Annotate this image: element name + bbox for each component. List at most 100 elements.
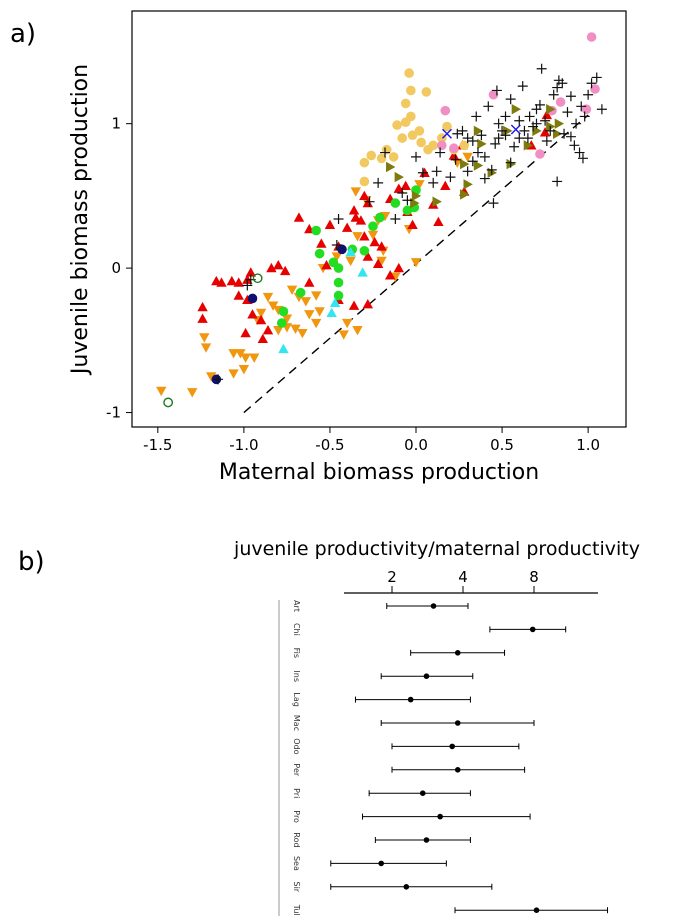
x-tick-label: 0.5 (490, 436, 514, 454)
scatter-point-triangle-up (257, 333, 269, 344)
scatter-point-plus (242, 280, 253, 291)
scatter-point-triangle-up (350, 212, 361, 222)
scatter-point-plus (519, 125, 530, 136)
scatter-point-triangle-down (187, 388, 198, 398)
scatter-point-plus (488, 198, 499, 209)
scatter-point-plus (462, 133, 473, 144)
scatter-point-triangle-right (394, 171, 404, 183)
scatter-point-triangle-down (300, 297, 312, 307)
scatter-point-circle (586, 32, 597, 42)
scatter-point-plus (514, 115, 525, 126)
scatter-point-triangle-up (233, 277, 244, 287)
scatter-point-triangle-down (273, 326, 284, 336)
scatter-point-plus (524, 111, 535, 122)
scatter-point-triangle-up (304, 277, 315, 287)
scatter-point-triangle-up (240, 327, 251, 338)
scatter-point-circle (555, 97, 566, 107)
scatter-point-triangle-down (341, 318, 353, 329)
scatter-point-plus (505, 157, 516, 168)
scatter-point-plus (435, 147, 446, 158)
forest-estimate-point (378, 860, 385, 867)
x-tick-label: 1.0 (576, 436, 600, 454)
scatter-point-triangle-up (197, 313, 208, 323)
scatter-point-circle (414, 126, 425, 136)
scatter-point-open-circle (252, 273, 263, 284)
scatter-point-plus (467, 156, 478, 167)
scatter-point-x (441, 128, 452, 139)
scatter-point-plus (534, 99, 545, 110)
scatter-point-plus (509, 141, 520, 152)
scatter-point-triangle-up (226, 275, 238, 286)
scatter-point-circle (247, 293, 258, 304)
forest-estimate-point (423, 673, 430, 679)
scatter-point-triangle-down (199, 333, 210, 343)
scatter-point-triangle-up (440, 180, 451, 190)
scatter-point-plus (500, 111, 511, 122)
scatter-point-triangle-up (362, 299, 374, 309)
scatter-point-plus (552, 82, 563, 93)
scatter-point-circle (337, 244, 347, 255)
scatter-points (156, 32, 607, 408)
scatter-point-triangle-up (359, 190, 370, 201)
scatter-point-triangle-up (357, 267, 368, 277)
scatter-point-plus (562, 107, 573, 118)
x-tick-label: -1.0 (229, 436, 258, 454)
scatter-point-plus (522, 133, 533, 144)
scatter-point-plus (505, 94, 516, 105)
scatter-point-circle (359, 245, 370, 256)
scatter-point-circle (459, 140, 470, 151)
scatter-point-triangle-up (433, 216, 444, 227)
scatter-point-triangle-up (345, 247, 356, 257)
scatter-point-circle (276, 318, 287, 328)
forest-group-label: Fis (292, 648, 301, 658)
scatter-point-plus (586, 78, 597, 89)
scatter-point-plus (428, 177, 439, 188)
scatter-point-circle (590, 84, 600, 94)
scatter-point-triangle-down (156, 386, 167, 397)
scatter-point-circle (295, 287, 306, 298)
scatter-point-triangle-down (290, 324, 301, 334)
forest-estimate-point (430, 603, 437, 609)
forest-estimate-point (454, 720, 461, 726)
forest-group-label: Ins (292, 670, 301, 682)
scatter-point-circle (311, 225, 321, 236)
forest-group-label: Chi (292, 623, 301, 636)
scatter-point-triangle-up (233, 290, 244, 300)
forest-estimate-point (454, 767, 461, 773)
scatter-point-triangle-right (411, 190, 422, 202)
scatter-point-plus (445, 172, 456, 183)
scatter-point-triangle-down (345, 256, 356, 267)
forest-tick-label: 8 (529, 568, 539, 586)
scatter-point-triangle-down (262, 292, 274, 303)
scatter-point-triangle-down (338, 330, 349, 340)
scatter-point-circle (333, 277, 344, 288)
scatter-point-triangle-down (281, 314, 293, 324)
scatter-point-triangle-down (314, 307, 325, 317)
scatter-point-circle (400, 98, 411, 109)
scatter-point-plus (486, 164, 497, 175)
scatter-point-triangle-up (245, 267, 256, 277)
scatter-point-circle (442, 121, 452, 132)
scatter-point-plus (577, 153, 588, 164)
forest-estimate-point (533, 907, 540, 913)
scatter-point-triangle-right (552, 128, 563, 139)
forest-group-label: Sir (292, 882, 301, 893)
scatter-point-triangle-right (473, 125, 484, 137)
scatter-point-triangle-up (321, 260, 332, 270)
scatter-point-plus (397, 188, 408, 198)
x-tick-label: 0.0 (404, 436, 428, 454)
scatter-point-plus (559, 128, 570, 139)
scatter-point-triangle-down (228, 369, 239, 379)
scatter-point-circle (428, 140, 439, 151)
scatter-point-triangle-down (331, 252, 343, 262)
scatter-point-plus (390, 214, 401, 224)
x-axis-title: Maternal biomass production (219, 460, 539, 485)
scatter-point-circle (375, 212, 385, 223)
scatter-point-triangle-down (352, 232, 363, 242)
scatter-point-triangle-down (414, 180, 425, 190)
scatter-point-plus (333, 214, 344, 224)
forest-axis-ticks: 2 4 8 (387, 568, 539, 593)
forest-group-label: Pro (292, 810, 301, 823)
scatter-point-circle (535, 149, 545, 159)
scatter-point-triangle-up (362, 251, 374, 261)
